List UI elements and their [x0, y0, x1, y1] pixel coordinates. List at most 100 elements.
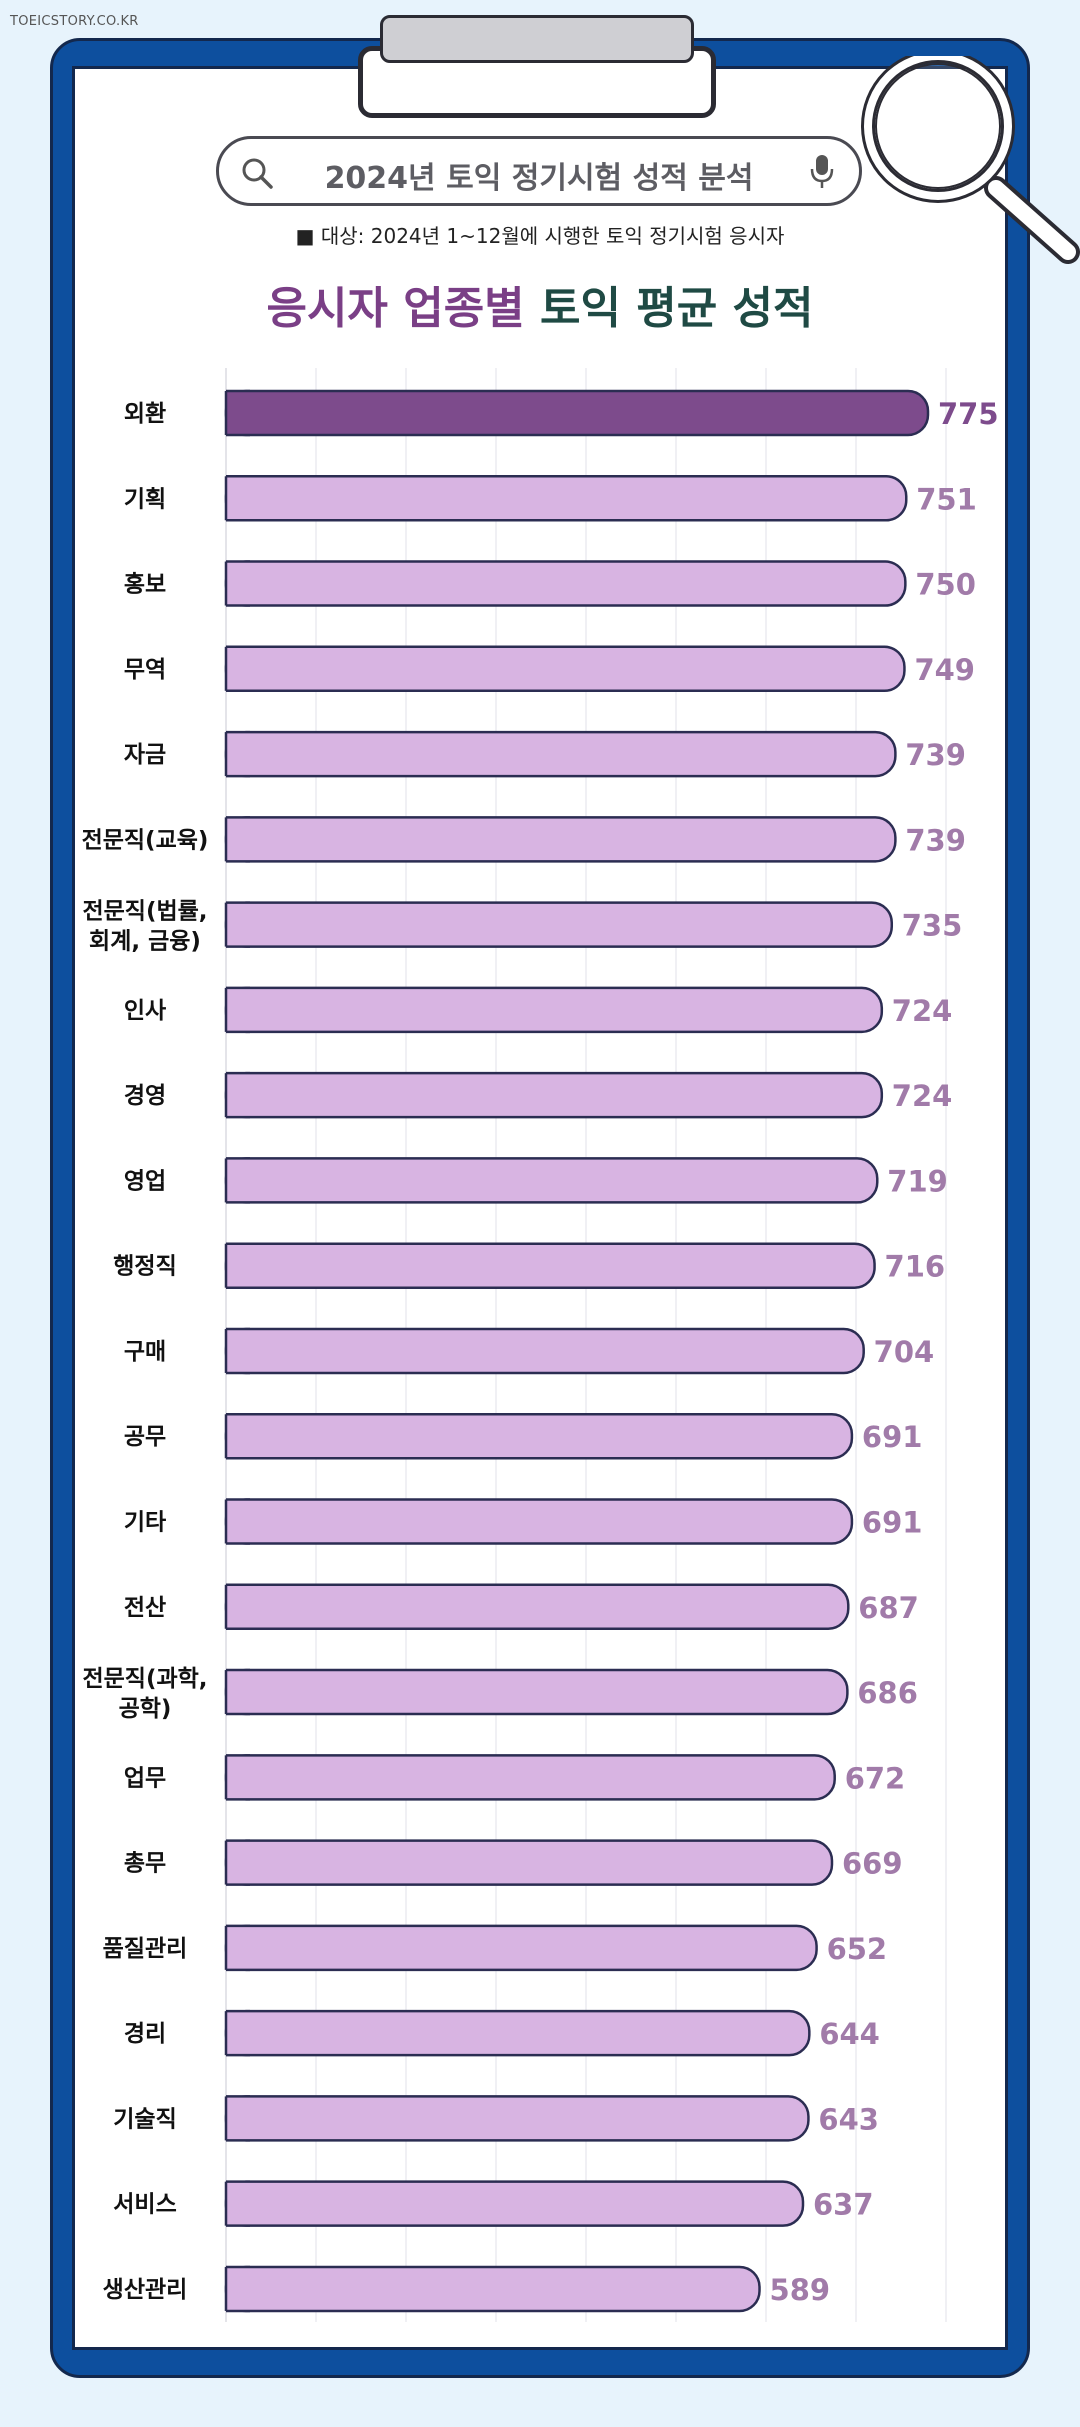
category-label-15: 전문직(과학, 공학) [82, 1666, 207, 1722]
bar-21 [224, 2180, 805, 2227]
chart-title-part1: 응시자 업종별 [266, 283, 525, 334]
bar-3 [224, 645, 906, 693]
search-text: 2024년 토익 정기시험 성적 분석 [324, 161, 754, 196]
value-label-11: 704 [874, 1335, 935, 1369]
category-label-10: 행정직 [113, 1254, 176, 1280]
bar-6 [224, 901, 894, 948]
value-label-12: 691 [862, 1420, 923, 1454]
bar-12 [224, 1412, 854, 1460]
bar-19 [224, 2009, 811, 2057]
bar-2 [224, 560, 907, 607]
bar-left-fill-22 [226, 2266, 250, 2311]
bar-15 [224, 1668, 849, 1716]
value-label-15: 686 [857, 1676, 918, 1710]
bar-left-fill-5 [226, 817, 250, 862]
microphone-icon [810, 155, 834, 188]
category-label-21: 서비스 [113, 2192, 176, 2218]
category-label-22: 생산관리 [103, 2277, 188, 2303]
chart-title: 응시자 업종별 토익 평균 성적 [0, 272, 1080, 336]
search-bar: 2024년 토익 정기시험 성적 분석 [216, 136, 862, 206]
bar-20 [224, 2095, 810, 2142]
category-label-2: 홍보 [124, 572, 166, 598]
value-label-16: 672 [845, 1761, 906, 1795]
bar-left-fill-11 [226, 1328, 250, 1373]
category-label-7: 인사 [124, 998, 166, 1024]
bar-left-fill-0 [226, 391, 250, 435]
bar-0 [224, 389, 930, 437]
source-label: TOEICSTORY.CO.KR [10, 14, 139, 29]
bar-9 [224, 1157, 879, 1204]
bar-left-fill-16 [226, 1755, 250, 1800]
bar-left-fill-14 [226, 1584, 250, 1629]
category-label-14: 전산 [124, 1595, 166, 1621]
bar-17 [224, 1839, 834, 1886]
bar-16 [224, 1754, 836, 1801]
value-label-2: 750 [915, 568, 976, 602]
bar-left-fill-19 [226, 2011, 250, 2056]
value-label-18: 652 [827, 1932, 888, 1966]
bar-left-fill-21 [226, 2181, 250, 2226]
bar-left-fill-10 [226, 1243, 250, 1288]
category-label-5: 전문직(교육) [82, 827, 209, 853]
bar-left-fill-13 [226, 1499, 250, 1544]
value-label-13: 691 [862, 1506, 923, 1540]
bar-left-fill-18 [226, 1925, 250, 1970]
magnifier-icon [861, 56, 1080, 264]
value-label-6: 735 [902, 909, 963, 943]
value-label-0: 775 [938, 397, 999, 431]
value-label-19: 644 [819, 2017, 880, 2051]
bar-left-fill-9 [226, 1158, 250, 1203]
value-label-7: 724 [892, 994, 953, 1028]
bar-14 [224, 1583, 850, 1631]
value-label-22: 589 [770, 2273, 831, 2307]
value-label-21: 637 [813, 2188, 874, 2222]
category-label-12: 공무 [124, 1424, 166, 1450]
bar-left-fill-17 [226, 1840, 250, 1885]
bar-13 [224, 1498, 854, 1545]
bar-7 [224, 986, 884, 1034]
bar-left-fill-7 [226, 987, 250, 1032]
search-icon [242, 158, 273, 189]
value-label-4: 739 [905, 738, 966, 772]
category-label-20: 기술직 [113, 2106, 176, 2132]
bar-11 [224, 1327, 865, 1375]
bar-left-fill-8 [226, 1073, 250, 1118]
chart-title-part2: 토익 평균 성적 [540, 283, 814, 334]
category-label-8: 경영 [124, 1083, 166, 1109]
value-label-9: 719 [887, 1164, 948, 1198]
category-label-4: 자금 [124, 742, 166, 768]
bar-left-fill-20 [226, 2096, 250, 2141]
bar-8 [224, 1071, 884, 1119]
category-label-19: 경리 [124, 2021, 166, 2047]
category-label-1: 기획 [124, 486, 166, 512]
bar-left-fill-4 [226, 732, 250, 777]
bar-left-fill-6 [226, 902, 250, 947]
category-label-11: 구매 [124, 1339, 166, 1365]
bar-left-fill-2 [226, 561, 250, 606]
bar-left-fill-15 [226, 1670, 250, 1715]
bar-18 [224, 1924, 818, 1972]
clipboard-clip [380, 15, 694, 63]
bar-10 [224, 1242, 876, 1289]
chart-subtitle: ■ 대상: 2024년 1~12월에 시행한 토익 정기시험 응시자 [295, 224, 785, 248]
value-label-14: 687 [858, 1591, 919, 1625]
value-label-17: 669 [842, 1847, 903, 1881]
bar-5 [224, 816, 897, 863]
value-label-3: 749 [914, 653, 975, 687]
category-label-3: 무역 [124, 657, 166, 683]
bar-left-fill-3 [226, 646, 250, 691]
value-label-5: 739 [905, 823, 966, 857]
bar-22 [224, 2265, 761, 2313]
value-label-1: 751 [916, 482, 977, 516]
category-label-6: 전문직(법률, 회계, 금융) [82, 899, 207, 955]
value-label-20: 643 [818, 2102, 879, 2136]
bar-1 [224, 475, 908, 522]
category-label-0: 외환 [124, 401, 166, 427]
category-label-16: 업무 [124, 1765, 166, 1791]
value-label-10: 716 [885, 1250, 946, 1284]
bar-left-fill-12 [226, 1414, 250, 1459]
category-label-17: 총무 [124, 1851, 166, 1877]
bar-4 [224, 730, 897, 778]
category-label-18: 품질관리 [103, 1936, 188, 1962]
